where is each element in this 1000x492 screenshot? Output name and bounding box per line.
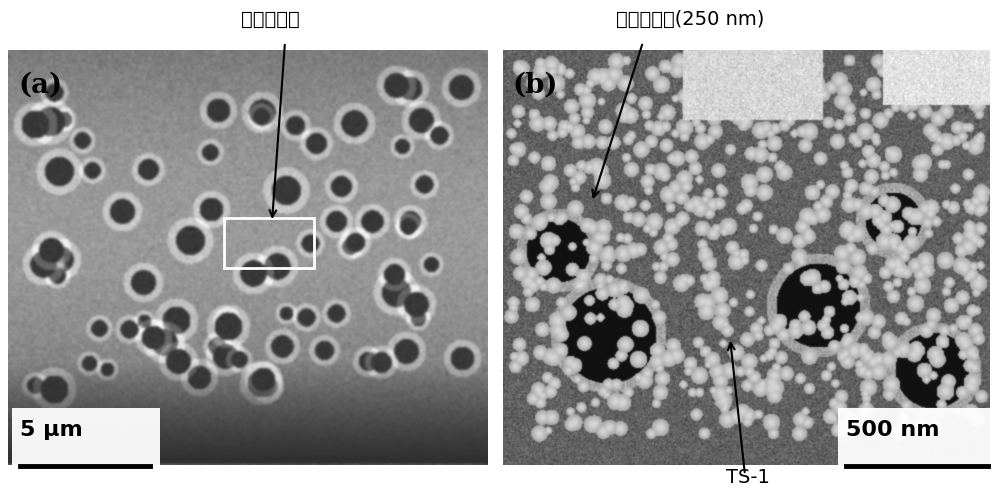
Bar	[838, 408, 993, 480]
Text: (a): (a)	[18, 72, 62, 99]
Text: 硅藻土大孔: 硅藻土大孔	[241, 10, 299, 29]
Text: TS-1: TS-1	[726, 468, 770, 487]
Bar	[12, 408, 160, 480]
Bar	[224, 218, 314, 268]
Text: 硅藻土大孔(250 nm): 硅藻土大孔(250 nm)	[616, 10, 764, 29]
Text: (b): (b)	[512, 72, 558, 99]
Text: 5 μm: 5 μm	[20, 420, 83, 440]
Text: 500 nm: 500 nm	[846, 420, 940, 440]
